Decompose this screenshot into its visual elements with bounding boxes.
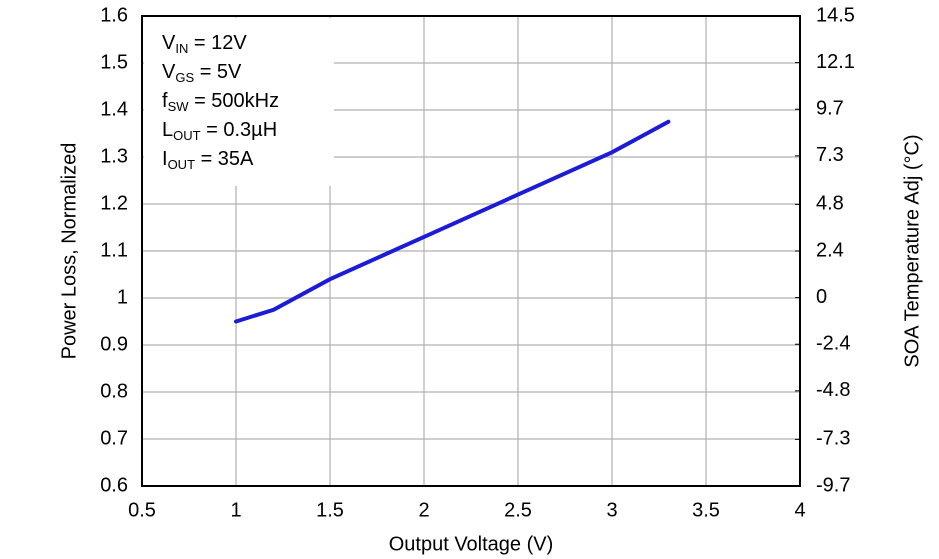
annotation-main: L (162, 119, 173, 141)
x-tick-label: 1.5 (316, 499, 344, 521)
x-tick-label: 1 (230, 499, 241, 521)
annotation: fSW = 500kHz (162, 90, 279, 114)
y-tick-label: 0.6 (100, 474, 128, 496)
annotation: LOUT = 0.3µH (162, 119, 277, 143)
y2-tick-label: 2.4 (816, 239, 844, 261)
annotation-box (144, 18, 334, 186)
y2-tick-label: 7.3 (816, 144, 844, 166)
annotation-sub: OUT (173, 128, 201, 143)
annotation-rest: = 500kHz (189, 90, 280, 112)
x-tick-label: 2.5 (504, 499, 532, 521)
y2-tick-label: -2.4 (816, 333, 850, 355)
annotation-sub: GS (175, 70, 194, 85)
x-axis-label: Output Voltage (V) (389, 533, 554, 555)
y-tick-label: 1.5 (100, 51, 128, 73)
y-tick-label: 0.7 (100, 427, 128, 449)
annotation-rest: = 0.3µH (201, 119, 278, 141)
x-tick-label: 3 (606, 499, 617, 521)
annotation-main: V (162, 61, 176, 83)
y-tick-label: 1.1 (100, 239, 128, 261)
annotation: VGS = 5V (162, 61, 242, 85)
line (234, 119, 671, 324)
annotation: IOUT = 35A (162, 148, 254, 172)
y2-tick-label: -9.7 (816, 474, 850, 496)
annotation-sub: OUT (168, 157, 196, 172)
y-tick-label: 0.8 (100, 380, 128, 402)
annotation-rest: = 12V (188, 32, 247, 54)
x-tick-label: 4 (794, 499, 805, 521)
y-tick-label: 1.4 (100, 98, 128, 120)
y2-tick-label: 0 (816, 286, 827, 308)
annotation-sub: IN (175, 41, 188, 56)
y-tick-label: 1.2 (100, 192, 128, 214)
y2-tick-label: 4.8 (816, 193, 844, 215)
annotation-sub: SW (168, 99, 190, 114)
y2-tick-label: 14.5 (816, 4, 855, 26)
annotation-rest: = 5V (194, 61, 242, 83)
annotation-main: f (162, 90, 168, 112)
annotation-main: I (162, 148, 168, 170)
y2-axis-label: SOA Temperature Adj (°C) (901, 134, 923, 367)
x-tick-label: 3.5 (692, 499, 720, 521)
y-tick-label: 0.9 (100, 333, 128, 355)
plot-frame (141, 15, 801, 487)
y2-tick-label: 12.1 (816, 51, 855, 73)
x-tick-label: 0.5 (128, 499, 156, 521)
y-axis-label: Power Loss, Normalized (58, 143, 80, 360)
y2-tick-label: -7.3 (816, 428, 850, 450)
y-tick-label: 1.3 (100, 145, 128, 167)
x-tick-label: 2 (418, 499, 429, 521)
y2-tick-label: 9.7 (816, 98, 844, 120)
annotation-rest: = 35A (195, 148, 254, 170)
y-tick-label: 1.6 (100, 4, 128, 26)
y2-tick-label: -4.8 (816, 379, 850, 401)
annotation: VIN = 12V (162, 32, 247, 56)
y-tick-label: 1 (117, 286, 128, 308)
annotation-main: V (162, 32, 176, 54)
